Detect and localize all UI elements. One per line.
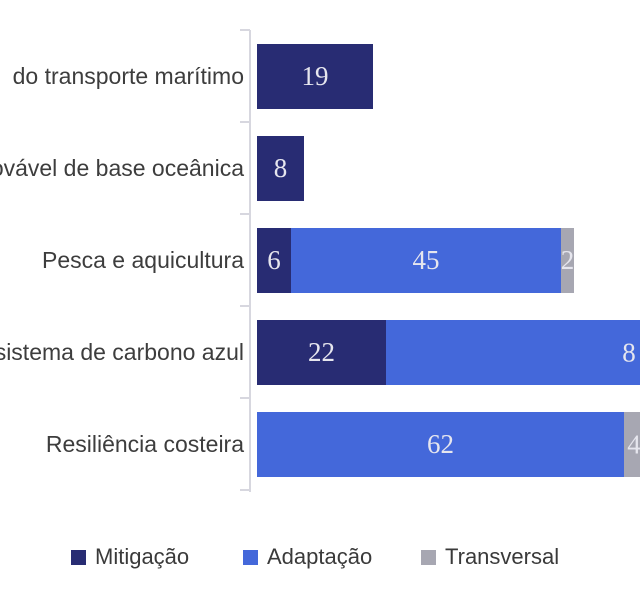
category-label: ovável de base oceânica xyxy=(0,155,244,181)
axis-tick xyxy=(240,121,250,123)
bar-segment-transversal: 4 xyxy=(624,412,640,477)
value-label: 45 xyxy=(412,245,440,275)
bar-row: 62 4 xyxy=(257,412,640,477)
legend-label: Adaptação xyxy=(267,544,373,569)
category-label: Resiliência costeira xyxy=(45,431,244,457)
bar-segment-mitigacao: 8 xyxy=(257,136,304,201)
bar-row: 19 xyxy=(257,44,373,109)
legend-swatch-icon xyxy=(71,549,86,565)
bar-segment-mitigacao: 19 xyxy=(257,44,373,109)
value-label: 8 xyxy=(622,337,636,367)
bar-row: 22 8 xyxy=(257,320,640,385)
legend-swatch-icon xyxy=(421,549,436,565)
value-label: 2 xyxy=(560,245,575,275)
bar-row: 6 45 2 xyxy=(257,228,574,293)
category-label: Pesca e aquicultura xyxy=(41,247,244,273)
bar-segment-adaptacao: 45 xyxy=(291,228,561,293)
axis-tick xyxy=(240,305,250,307)
legend-label: Transversal xyxy=(445,544,560,569)
value-label: 6 xyxy=(267,245,281,275)
legend-item-adaptacao: Adaptação xyxy=(243,544,373,569)
bar-segment-transversal: 2 xyxy=(561,228,574,293)
value-label: 19 xyxy=(301,61,329,91)
value-label: 8 xyxy=(273,153,288,183)
y-axis-line xyxy=(249,30,251,492)
axis-tick xyxy=(240,213,250,215)
legend-item-mitigacao: Mitigação xyxy=(71,544,190,569)
legend-swatch-icon xyxy=(243,549,258,565)
axis-tick xyxy=(240,29,250,31)
axis-tick xyxy=(240,489,250,491)
legend-item-transversal: Transversal xyxy=(421,544,560,569)
bar-segment-mitigacao: 22 xyxy=(257,320,386,385)
category-label: sistema de carbono azul xyxy=(0,339,244,365)
bar-segment-adaptacao: 8 xyxy=(386,320,640,385)
value-label: 22 xyxy=(308,337,335,367)
value-label: 62 xyxy=(427,429,454,459)
bar-segment-mitigacao: 6 xyxy=(257,228,291,293)
axis-tick xyxy=(240,397,250,399)
bar-segment-adaptacao: 62 xyxy=(257,412,624,477)
category-label: do transporte marítimo xyxy=(12,63,244,89)
value-label: 4 xyxy=(627,429,640,459)
legend-label: Mitigação xyxy=(95,544,190,569)
bar-row: 8 xyxy=(257,136,304,201)
